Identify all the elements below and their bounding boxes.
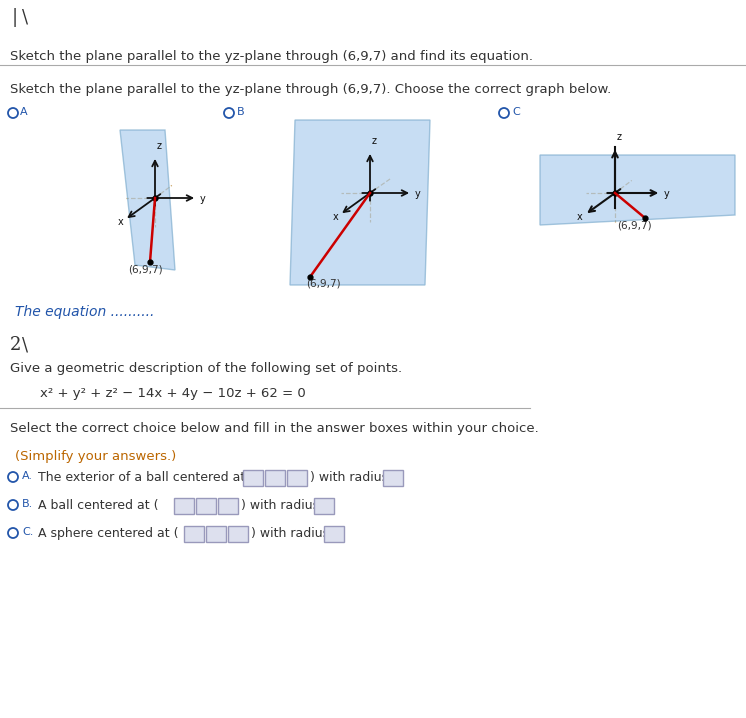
Text: ) with radius: ) with radius [251, 527, 329, 540]
Text: (6,9,7): (6,9,7) [617, 220, 651, 230]
Text: C.: C. [22, 527, 34, 537]
Text: The equation ..........: The equation .......... [15, 305, 154, 319]
FancyBboxPatch shape [383, 470, 403, 486]
Polygon shape [540, 155, 735, 225]
Text: z: z [372, 136, 377, 146]
Text: Sketch the plane parallel to the yz-plane through (6,9,7) and find its equation.: Sketch the plane parallel to the yz-plan… [10, 50, 533, 63]
Text: Sketch the plane parallel to the yz-plane through (6,9,7). Choose the correct gr: Sketch the plane parallel to the yz-plan… [10, 83, 611, 96]
Text: B.: B. [22, 499, 34, 509]
Text: \: \ [22, 8, 28, 26]
FancyBboxPatch shape [228, 526, 248, 542]
Text: y: y [415, 189, 421, 199]
Text: A sphere centered at (: A sphere centered at ( [38, 527, 178, 540]
Text: A: A [20, 107, 28, 117]
FancyBboxPatch shape [218, 498, 238, 514]
Polygon shape [120, 130, 175, 270]
FancyBboxPatch shape [196, 498, 216, 514]
FancyBboxPatch shape [314, 498, 334, 514]
Text: y: y [664, 189, 670, 199]
Text: Give a geometric description of the following set of points.: Give a geometric description of the foll… [10, 362, 402, 375]
Text: ) with radius: ) with radius [241, 499, 319, 512]
Text: (6,9,7): (6,9,7) [128, 264, 163, 274]
Text: Select the correct choice below and fill in the answer boxes within your choice.: Select the correct choice below and fill… [10, 422, 539, 435]
Text: |: | [12, 8, 18, 27]
FancyBboxPatch shape [243, 470, 263, 486]
FancyBboxPatch shape [206, 526, 226, 542]
Text: C: C [512, 107, 520, 117]
Text: B: B [237, 107, 245, 117]
Text: The exterior of a ball centered at (: The exterior of a ball centered at ( [38, 471, 254, 484]
Text: z: z [617, 132, 622, 141]
FancyBboxPatch shape [174, 498, 194, 514]
Text: z: z [157, 141, 162, 151]
Text: x: x [333, 212, 339, 222]
FancyBboxPatch shape [265, 470, 285, 486]
Text: ) with radius: ) with radius [310, 471, 388, 484]
Text: x: x [118, 217, 124, 227]
FancyBboxPatch shape [287, 470, 307, 486]
Text: A.: A. [22, 471, 33, 481]
FancyBboxPatch shape [184, 526, 204, 542]
Polygon shape [290, 120, 430, 285]
Text: x² + y² + z² − 14x + 4y − 10z + 62 = 0: x² + y² + z² − 14x + 4y − 10z + 62 = 0 [40, 387, 306, 400]
Text: \: \ [22, 336, 28, 354]
Text: A ball centered at (: A ball centered at ( [38, 499, 158, 512]
Text: 2: 2 [10, 336, 22, 354]
Text: x: x [577, 212, 583, 222]
Text: (Simplify your answers.): (Simplify your answers.) [15, 450, 176, 463]
FancyBboxPatch shape [324, 526, 344, 542]
Text: y: y [200, 194, 206, 204]
Text: (6,9,7): (6,9,7) [306, 279, 341, 289]
